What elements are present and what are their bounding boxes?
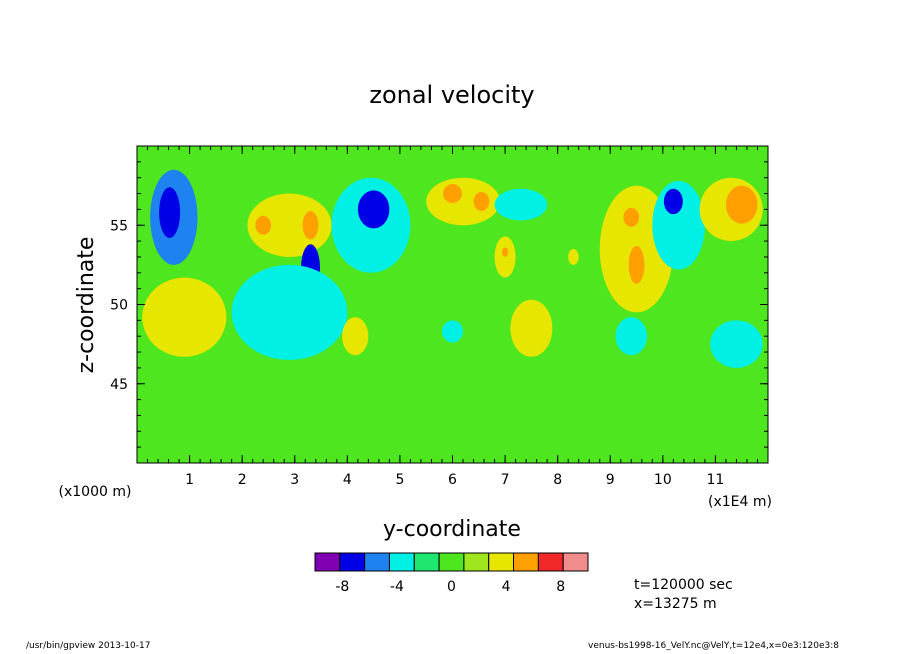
colorbar-tick-label: -4 <box>390 579 404 595</box>
plot-area <box>137 146 768 463</box>
colorbar-swatch <box>364 552 390 572</box>
colorbar-tick-labels: -8 -4 0 4 8 <box>335 579 565 595</box>
x-scale-label: (x1E4 m) <box>708 494 772 510</box>
y-axis-label: z-coordinate <box>74 237 99 374</box>
footer-right: venus-bs1998-16_VelY.nc@VelY,t=12e4,x=0e… <box>588 641 839 651</box>
colorbar-swatch <box>463 552 490 572</box>
contour-feature-7 <box>142 277 227 357</box>
contour-feature-6 <box>231 264 348 360</box>
x-tick-label: 10 <box>654 472 672 488</box>
contour-feature-3 <box>255 215 272 235</box>
contour-feature-28 <box>568 249 579 265</box>
footer-left: /usr/bin/gpview 2013-10-17 <box>26 641 151 651</box>
colorbar-swatch <box>488 552 515 572</box>
y-tick-label: 45 <box>110 377 128 393</box>
colorbar-swatch <box>438 552 465 572</box>
x-axis-ticks: 1 2 3 4 5 6 7 8 9 10 11 <box>136 146 769 488</box>
colorbar-tick-label: 8 <box>556 579 565 595</box>
x-tick-label: 7 <box>501 472 510 488</box>
colorbar-tick-label: 0 <box>447 579 456 595</box>
contour-feature-16 <box>501 247 509 257</box>
contour-feature-4 <box>302 210 319 240</box>
colorbar-swatch <box>562 552 589 572</box>
y-axis-ticks: 45 50 55 <box>110 145 768 464</box>
contour-feature-27 <box>615 317 648 356</box>
x-axis-label: y-coordinate <box>383 517 521 542</box>
x-tick-label: 9 <box>606 472 615 488</box>
x-tick-label: 2 <box>238 472 247 488</box>
contour-feature-26 <box>710 320 763 368</box>
colorbar-swatch <box>537 552 564 572</box>
colorbar-tick-label: -8 <box>335 579 349 595</box>
contour-feature-9 <box>357 190 390 229</box>
contour-feature-13 <box>473 191 490 211</box>
colorbar-swatch <box>339 552 366 572</box>
x-tick-label: 8 <box>553 472 562 488</box>
y-tick-label: 50 <box>110 298 128 314</box>
contour-feature-15 <box>494 236 516 278</box>
x-tick-label: 11 <box>707 472 725 488</box>
y-scale-label: (x1000 m) <box>59 484 132 500</box>
contour-feature-20 <box>623 207 640 227</box>
x-tick-label: 6 <box>448 472 457 488</box>
contour-feature-23 <box>663 188 683 215</box>
time-label: t=120000 sec <box>634 577 733 593</box>
contour-feature-12 <box>443 184 462 204</box>
contour-feature-17 <box>441 320 464 343</box>
colorbar-swatch <box>413 552 440 572</box>
contour-feature-2 <box>247 193 332 257</box>
chart-title: zonal velocity <box>369 81 534 109</box>
contour-feature-21 <box>628 245 645 284</box>
contour-features <box>142 169 763 368</box>
colorbar-tick-label: 4 <box>502 579 511 595</box>
colorbar-swatch <box>513 552 539 572</box>
contour-feature-10 <box>342 317 369 356</box>
x-tick-label: 4 <box>343 472 352 488</box>
y-tick-label: 55 <box>110 218 128 234</box>
position-label: x=13275 m <box>634 596 717 612</box>
x-tick-label: 1 <box>185 472 194 488</box>
contour-feature-1 <box>159 187 181 238</box>
contour-feature-25 <box>725 185 758 224</box>
colorbar-swatch <box>314 552 341 572</box>
contour-feature-18 <box>510 299 553 357</box>
contour-feature-14 <box>494 188 548 221</box>
x-tick-label: 5 <box>395 472 404 488</box>
colorbar <box>314 552 589 572</box>
colorbar-swatch <box>388 552 415 572</box>
x-tick-label: 3 <box>290 472 299 488</box>
